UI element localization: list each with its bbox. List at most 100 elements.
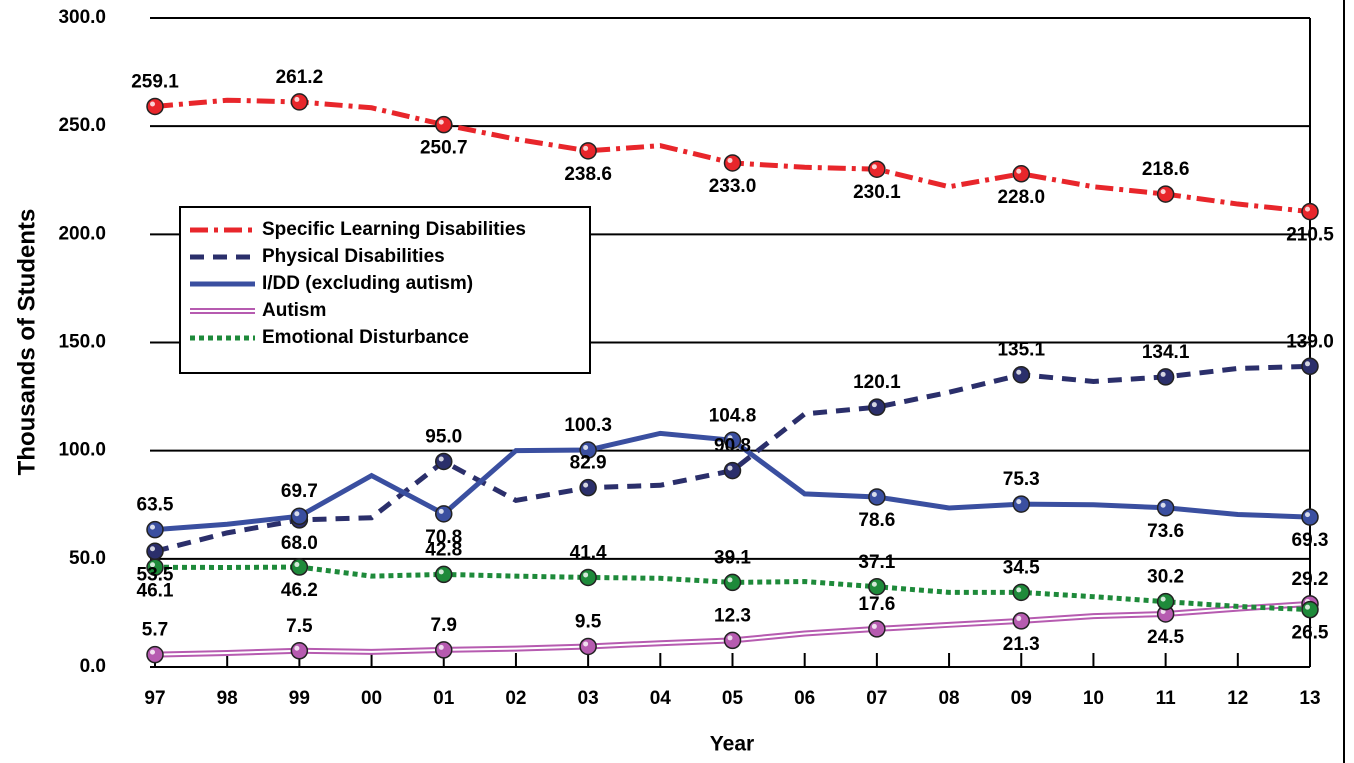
legend-box: [179, 206, 591, 374]
x-tick-label: 09: [1011, 688, 1032, 709]
marker-shine: [871, 402, 877, 408]
data-label: 34.5: [1003, 557, 1040, 578]
marker: [290, 93, 309, 111]
data-label: 17.6: [858, 594, 895, 615]
legend-label: Autism: [262, 300, 326, 321]
marker-shine: [583, 641, 589, 647]
marker: [1301, 600, 1319, 619]
x-tick-label: 00: [361, 688, 382, 709]
data-label: 29.2: [1292, 569, 1329, 590]
data-label: 21.3: [1003, 634, 1040, 655]
x-tick-label: 11: [1156, 688, 1177, 709]
marker: [868, 488, 886, 506]
data-label: 210.5: [1286, 225, 1334, 246]
marker-shine: [150, 524, 155, 530]
marker-shine: [871, 491, 877, 497]
marker-shine: [438, 569, 444, 575]
marker: [723, 154, 742, 172]
marker-shine: [727, 465, 733, 471]
marker: [290, 642, 309, 660]
marker-shine: [438, 119, 444, 125]
marker-shine: [1016, 499, 1022, 505]
marker-shine: [294, 645, 300, 651]
data-label: 26.5: [1292, 623, 1329, 644]
series-line: [154, 363, 1311, 554]
data-labels: 259.1 261.2 250.7 238.6 233.0 230.1 228.0 218.6…: [131, 67, 1334, 655]
marker: [868, 620, 886, 638]
legend: Specific Learning Disabilities Physical D…: [190, 219, 526, 348]
marker-shine: [583, 572, 589, 578]
marker: [868, 160, 886, 178]
marker-shine: [438, 456, 444, 462]
data-label: 5.7: [142, 620, 168, 641]
marker-shine: [583, 445, 589, 451]
x-tick-label: 02: [505, 688, 526, 709]
x-tick-label: 98: [217, 688, 238, 709]
marker-shine: [294, 562, 300, 568]
marker: [1156, 185, 1175, 203]
x-tick-label: 99: [289, 688, 310, 709]
y-tick-label: 200.0: [58, 223, 106, 244]
marker-shine: [294, 96, 300, 102]
marker-shine: [1160, 502, 1166, 508]
data-label: 53.5: [137, 564, 174, 585]
legend-label: Specific Learning Disabilities: [262, 219, 526, 240]
x-tick-label: 07: [866, 688, 887, 709]
marker: [1156, 499, 1175, 517]
data-label: 78.6: [858, 510, 895, 531]
marker-shine: [1305, 361, 1310, 367]
data-label: 42.8: [425, 539, 462, 560]
marker-shine: [150, 562, 155, 568]
x-tick-label: 03: [578, 688, 599, 709]
data-label: 261.2: [276, 67, 324, 88]
marker: [146, 542, 164, 561]
marker-shine: [1305, 512, 1310, 518]
marker-shine: [871, 581, 877, 587]
data-label: 46.1: [137, 580, 174, 601]
marker: [435, 641, 453, 659]
marker: [723, 461, 742, 480]
data-label: 7.5: [286, 616, 313, 637]
marker: [579, 637, 597, 656]
marker: [723, 631, 742, 650]
x-tick-label: 01: [433, 688, 455, 709]
marker: [1012, 612, 1030, 630]
x-tick-label: 10: [1083, 688, 1104, 709]
x-tick-label: 97: [144, 688, 165, 709]
data-label: 70.8: [425, 527, 462, 548]
marker-shine: [1160, 596, 1166, 602]
x-tick-label: 04: [650, 688, 672, 709]
marker: [1301, 508, 1319, 526]
marker-shine: [583, 482, 589, 488]
data-label: 135.1: [997, 340, 1045, 361]
y-tick-label: 50.0: [69, 548, 106, 569]
marker: [1301, 357, 1319, 376]
data-label: 259.1: [131, 71, 179, 92]
data-label: 68.0: [281, 533, 318, 554]
marker: [1156, 592, 1175, 611]
marker-shine: [1305, 604, 1310, 610]
marker-shine: [727, 577, 733, 583]
legend-label: I/DD (excluding autism): [262, 273, 473, 294]
marker-shine: [294, 511, 300, 517]
data-label: 75.3: [1003, 469, 1040, 490]
data-label: 39.1: [714, 547, 751, 568]
marker-shine: [727, 157, 733, 163]
marker-shine: [150, 101, 155, 107]
data-label: 139.0: [1286, 331, 1334, 352]
marker-shine: [1016, 615, 1022, 621]
marker: [290, 507, 309, 525]
marker: [1012, 365, 1030, 384]
data-label: 104.8: [709, 405, 757, 426]
marker: [1156, 368, 1175, 386]
data-label: 218.6: [1142, 159, 1190, 180]
marker: [1012, 495, 1030, 513]
marker-shine: [871, 164, 877, 170]
marker: [723, 573, 742, 592]
data-label: 41.4: [570, 542, 607, 563]
x-tick-label: 05: [722, 688, 744, 709]
marker-shine: [727, 635, 733, 641]
data-label: 95.0: [425, 426, 462, 447]
x-axis-label: Year: [710, 733, 754, 756]
